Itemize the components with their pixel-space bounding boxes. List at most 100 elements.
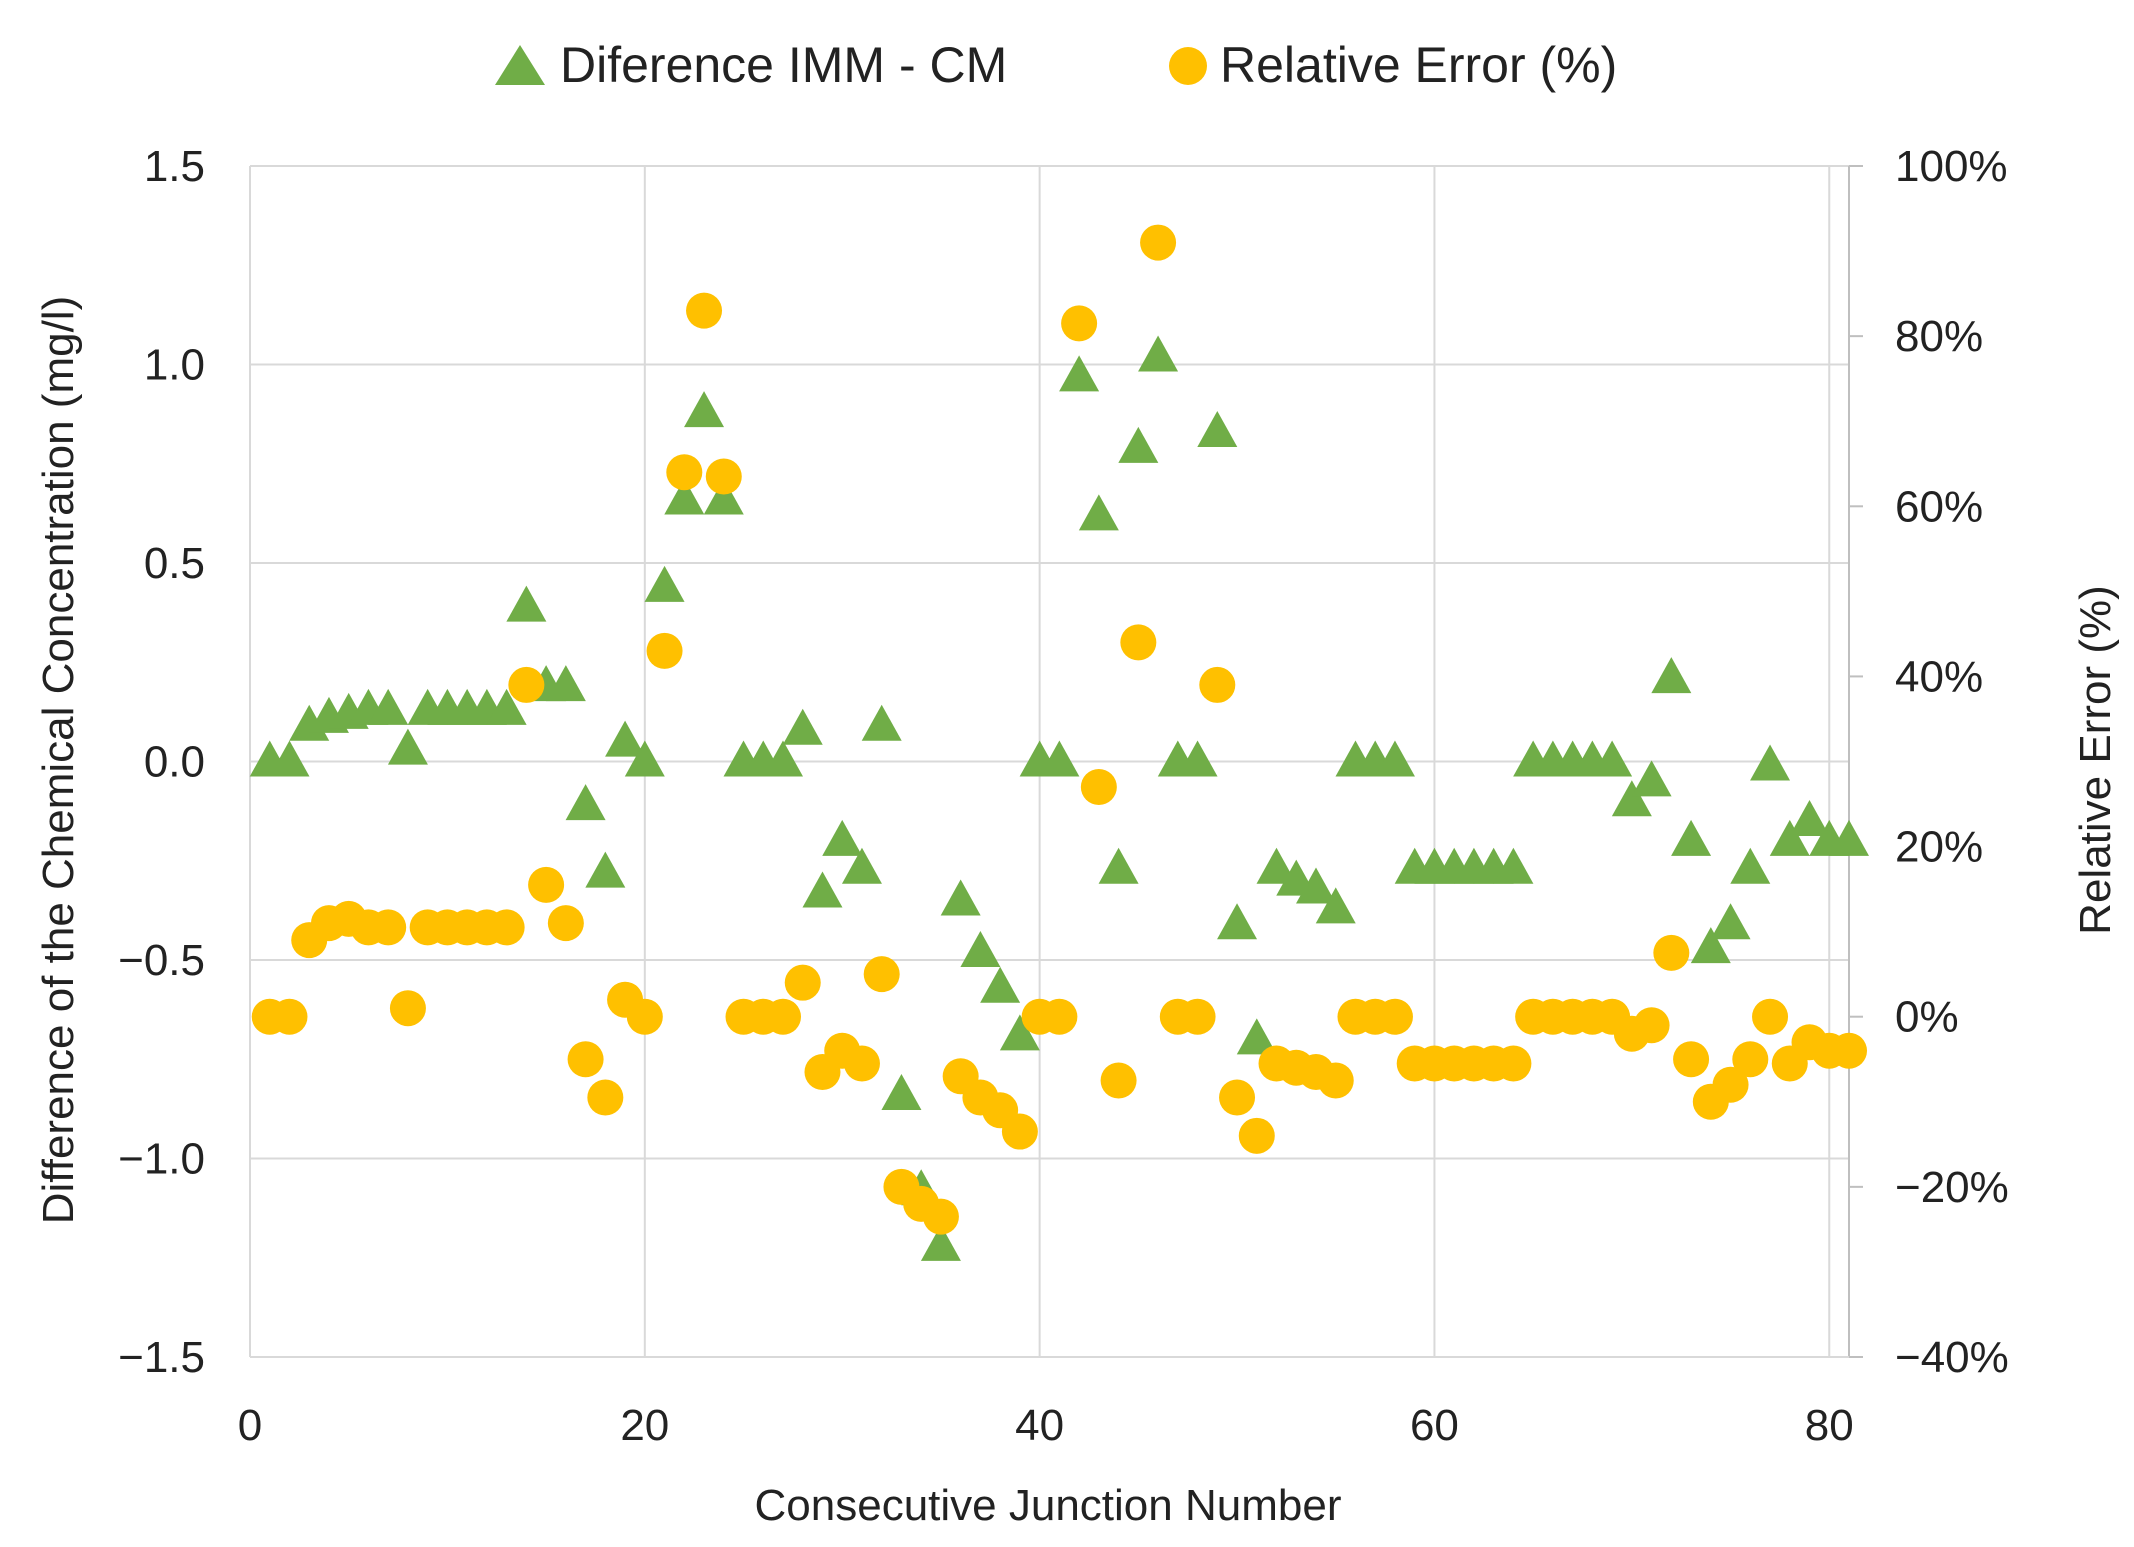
triangle-point-37 xyxy=(960,931,1001,968)
circle-point-23 xyxy=(686,292,723,329)
y-tick-label-6: −1.5 xyxy=(118,1333,205,1382)
circle-point-55 xyxy=(1317,1062,1354,1099)
ticks: 1.5 1.0 0.5 0.0 −0.5 −1.0 −1.5 100% 80% 60% 40% 20%… xyxy=(118,142,2009,1450)
triangle-point-22 xyxy=(664,478,705,515)
y2-tick-label-7: −40% xyxy=(1895,1333,2009,1382)
triangle-point-72 xyxy=(1651,657,1692,694)
triangle-point-54 xyxy=(1296,867,1336,904)
triangle-point-29 xyxy=(802,871,843,908)
y-axis-title: Difference of the Chemical Concentration… xyxy=(34,296,83,1225)
circle-point-50 xyxy=(1219,1079,1256,1116)
circle-point-31 xyxy=(843,1045,880,1082)
circle-point-22 xyxy=(666,454,703,491)
triangle-point-64 xyxy=(1493,847,1534,884)
legend: Diference IMM - CM Relative Error (%) xyxy=(495,37,1617,93)
circle-point-48 xyxy=(1179,998,1216,1035)
triangle-point-46 xyxy=(1138,335,1179,372)
circle-point-43 xyxy=(1080,769,1117,806)
circle-point-64 xyxy=(1495,1045,1532,1082)
circle-point-21 xyxy=(646,632,683,669)
circle-point-75 xyxy=(1712,1066,1749,1103)
triangle-point-71 xyxy=(1631,760,1672,797)
x-tick-label-4: 80 xyxy=(1805,1401,1854,1450)
triangle-point-78 xyxy=(1769,819,1810,856)
triangle-point-50 xyxy=(1217,903,1258,940)
triangle-point-18 xyxy=(585,851,626,888)
triangle-point-14 xyxy=(506,585,547,622)
y-tick-label-4: −0.5 xyxy=(118,936,205,985)
triangle-point-35 xyxy=(920,1224,961,1261)
triangle-point-28 xyxy=(782,708,823,745)
circle-point-16 xyxy=(547,905,584,942)
circle-point-39 xyxy=(1001,1113,1038,1150)
triangle-point-55 xyxy=(1315,887,1356,924)
triangle-point-69 xyxy=(1592,740,1633,777)
circle-point-73 xyxy=(1673,1041,1710,1078)
triangle-point-77 xyxy=(1750,744,1791,781)
triangle-point-58 xyxy=(1374,740,1415,777)
triangle-point-51 xyxy=(1236,1018,1277,1055)
circle-point-15 xyxy=(528,866,565,903)
triangle-point-44 xyxy=(1098,847,1139,884)
triangle-point-19 xyxy=(605,720,646,757)
triangle-point-36 xyxy=(940,879,981,916)
triangle-point-24 xyxy=(703,478,744,515)
x-tick-label-1: 20 xyxy=(620,1401,669,1450)
y2-tick-label-4: 20% xyxy=(1895,823,1983,872)
triangle-point-13 xyxy=(486,688,527,725)
circle-point-81 xyxy=(1831,1032,1867,1069)
triangle-point-42 xyxy=(1059,355,1100,392)
y2-tick-label-3: 40% xyxy=(1895,652,1983,701)
circle-point-8 xyxy=(389,990,426,1027)
triangle-point-2 xyxy=(269,740,310,777)
circle-point-18 xyxy=(587,1079,624,1116)
x-tick-label-0: 0 xyxy=(238,1401,262,1450)
x-tick-label-3: 60 xyxy=(1410,1401,1459,1450)
triangle-point-31 xyxy=(841,847,882,884)
triangle-point-21 xyxy=(644,565,685,602)
y-tick-label-3: 0.0 xyxy=(144,738,205,787)
triangle-point-79 xyxy=(1789,800,1830,837)
y-tick-label-1: 1.0 xyxy=(144,341,205,390)
x-axis-title: Consecutive Junction Number xyxy=(755,1481,1342,1530)
triangle-point-48 xyxy=(1177,740,1218,777)
triangle-point-81 xyxy=(1829,819,1869,856)
y2-axis-title: Relative Error (%) xyxy=(2071,585,2120,935)
triangle-point-74 xyxy=(1690,927,1731,964)
circle-point-20 xyxy=(626,998,663,1035)
circle-point-45 xyxy=(1120,624,1157,661)
circle-point-27 xyxy=(765,998,801,1035)
triangle-point-27 xyxy=(763,740,803,777)
circle-point-44 xyxy=(1100,1062,1137,1099)
x-tick-label-2: 40 xyxy=(1015,1401,1064,1450)
circle-point-14 xyxy=(508,666,545,703)
triangle-point-8 xyxy=(387,728,428,765)
circle-point-51 xyxy=(1238,1117,1275,1154)
triangle-point-17 xyxy=(565,784,606,821)
circle-point-35 xyxy=(922,1198,959,1235)
y-tick-label-0: 1.5 xyxy=(144,142,205,191)
triangle-point-38 xyxy=(980,966,1021,1003)
circle-point-46 xyxy=(1140,224,1177,261)
y-tick-label-2: 0.5 xyxy=(144,539,205,588)
triangle-point-73 xyxy=(1671,819,1712,856)
legend-label-difference: Diference IMM - CM xyxy=(560,37,1007,93)
circle-point-77 xyxy=(1752,998,1789,1035)
triangle-point-45 xyxy=(1118,426,1159,463)
triangle-point-30 xyxy=(822,819,863,856)
triangle-point-43 xyxy=(1078,494,1119,531)
legend-triangle-marker xyxy=(495,45,545,85)
circle-point-13 xyxy=(488,909,525,946)
triangle-point-39 xyxy=(999,1014,1040,1051)
triangle-point-49 xyxy=(1197,410,1238,447)
series-relative-error xyxy=(251,224,1867,1235)
circle-point-24 xyxy=(705,458,742,495)
circle-point-7 xyxy=(370,909,407,946)
circle-point-32 xyxy=(863,956,900,993)
triangle-point-32 xyxy=(861,704,902,741)
circle-point-71 xyxy=(1633,1007,1670,1044)
legend-label-relative-error: Relative Error (%) xyxy=(1220,37,1617,93)
y2-tick-label-2: 60% xyxy=(1895,482,1983,531)
triangle-point-33 xyxy=(881,1073,922,1110)
